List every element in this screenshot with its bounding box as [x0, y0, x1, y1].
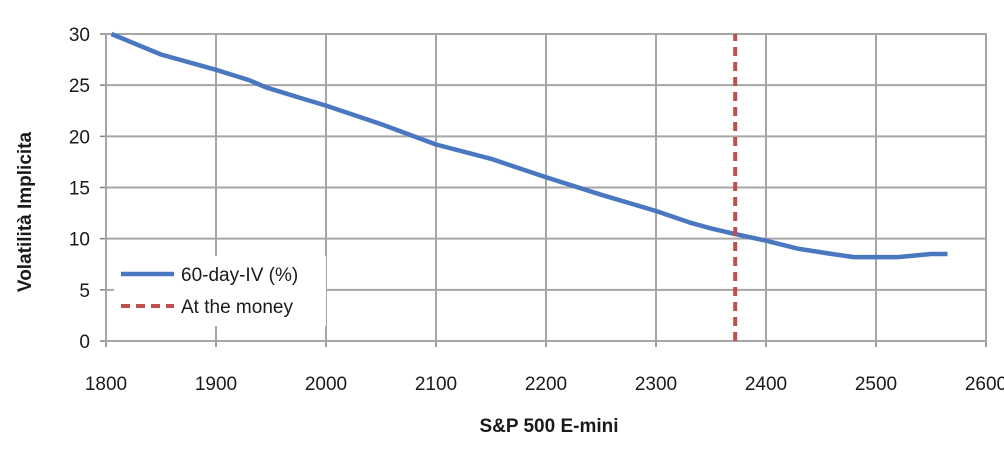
- legend-label: 60-day-IV (%): [181, 265, 298, 286]
- series-line-0: [110, 31, 948, 260]
- x-tick-label: 1900: [195, 374, 237, 395]
- x-tick-label: 2000: [305, 374, 347, 395]
- y-tick-label: 20: [69, 127, 90, 148]
- y-tick-label: 10: [69, 230, 90, 251]
- x-tick-label: 2400: [745, 374, 787, 395]
- x-tick-label: 2500: [855, 374, 897, 395]
- legend-label: At the money: [181, 297, 293, 318]
- y-tick-label: 30: [69, 25, 90, 46]
- tick-labels: 0 5 10 15 20 25 30 1800 1900 2000 2100 2200 2300 2400…: [69, 25, 1004, 395]
- x-tick-label: 2300: [635, 374, 677, 395]
- y-tick-label: 5: [79, 281, 90, 302]
- y-tick-label: 0: [79, 332, 90, 353]
- x-axis-title: S&P 500 E-mini: [479, 416, 618, 437]
- plot-frame: [105, 33, 987, 342]
- y-axis-title: Volatilità Implicita: [15, 132, 36, 293]
- series: [110, 31, 948, 341]
- y-tick-label: 25: [69, 76, 90, 97]
- x-tick-label: 2100: [415, 374, 457, 395]
- x-tick-label: 2200: [525, 374, 567, 395]
- legend: 60-day-IV (%) At the money: [114, 256, 326, 326]
- legend-box: [114, 256, 326, 326]
- y-tick-label: 15: [69, 179, 90, 200]
- x-tick-label: 2600: [965, 374, 1004, 395]
- x-tick-label: 1800: [85, 374, 127, 395]
